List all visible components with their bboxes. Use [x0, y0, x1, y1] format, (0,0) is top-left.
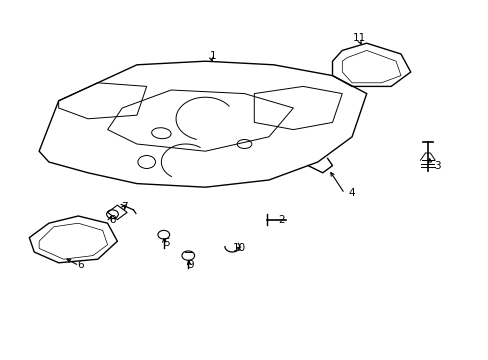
Text: 4: 4 — [348, 188, 355, 198]
Text: 8: 8 — [109, 215, 116, 225]
Text: 5: 5 — [163, 238, 169, 248]
Text: 9: 9 — [187, 260, 194, 270]
Text: 2: 2 — [277, 215, 284, 225]
Text: 6: 6 — [77, 260, 84, 270]
Text: 11: 11 — [352, 33, 366, 43]
Text: 3: 3 — [433, 161, 440, 171]
Text: 7: 7 — [121, 202, 128, 212]
Text: 10: 10 — [233, 243, 245, 253]
Text: 1: 1 — [209, 51, 216, 61]
